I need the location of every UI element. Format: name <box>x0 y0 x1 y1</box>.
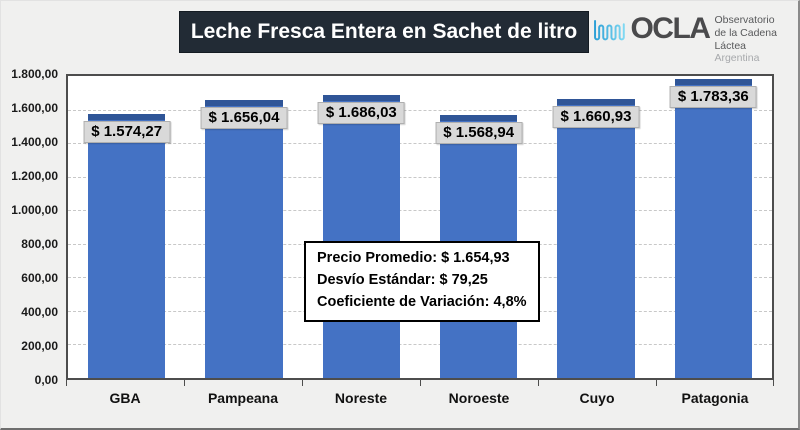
gridline <box>68 210 772 212</box>
chart-title: Leche Fresca Entera en Sachet de litro <box>190 20 578 43</box>
x-category-label: Noreste <box>334 390 388 406</box>
x-tick-mark <box>538 380 539 386</box>
stats-avg-price: Precio Promedio: $ 1.654,93 <box>317 250 510 266</box>
x-tick-mark <box>184 380 185 386</box>
y-tick-label: 600,00 <box>21 271 58 285</box>
gridline <box>68 176 772 178</box>
y-tick-label: 1.200,00 <box>11 169 58 183</box>
x-tick-mark <box>66 380 67 386</box>
x-category-label: Cuyo <box>579 390 615 406</box>
gridline <box>68 344 772 346</box>
bar-value-label: $ 1.686,03 <box>317 102 405 125</box>
x-tick-mark <box>420 380 421 386</box>
x-tick-mark <box>773 380 774 386</box>
x-category-label: GBA <box>109 390 141 406</box>
x-category-label: Patagonia <box>681 390 749 406</box>
bar-value-label: $ 1.783,36 <box>669 85 757 108</box>
logo-subtitle-line1: Observatorio <box>714 14 775 26</box>
y-tick-label: 1.000,00 <box>11 202 58 217</box>
y-tick-label: 0,00 <box>34 373 58 387</box>
stats-variation-coeff: Coeficiente de Variación: 4,8% <box>317 293 527 310</box>
logo-subtitle-line2: de la Cadena Láctea <box>714 26 777 52</box>
bar-noreste <box>322 95 401 378</box>
ocla-logo: OCLA Observatorio de la Cadena Láctea Ar… <box>593 10 798 65</box>
plot-area: $ 1.574,27 $ 1.656,04 $ 1.686,03 $ 1.568,94… <box>66 74 774 380</box>
y-tick-label: 1.800,00 <box>11 67 58 81</box>
bar-pampeana <box>205 100 283 378</box>
bar-value-label: $ 1.568,94 <box>435 121 523 144</box>
bar-patagonia <box>674 78 753 378</box>
gridline <box>68 143 772 145</box>
bar-value-label: $ 1.660,93 <box>552 106 640 129</box>
x-category-label: Noroeste <box>448 390 510 406</box>
x-category-label: Pampeana <box>207 390 279 406</box>
gridline <box>68 109 772 111</box>
plot-area-inner: $ 1.574,27 $ 1.656,04 $ 1.686,03 $ 1.568,94… <box>68 76 772 378</box>
x-axis: GBA Pampeana Noreste Noroeste Cuyo Patagonia <box>66 380 774 414</box>
milk-wave-icon <box>594 19 625 41</box>
y-tick-label: 200,00 <box>21 338 58 353</box>
y-tick-label: 400,00 <box>21 305 58 319</box>
y-tick-label: 800,00 <box>21 237 58 251</box>
bar-value-label: $ 1.656,04 <box>200 107 288 130</box>
stats-std-dev: Desvío Estándar: $ 79,25 <box>317 271 488 288</box>
y-tick-label: 1.400,00 <box>11 134 58 149</box>
x-tick-mark <box>656 380 657 386</box>
logo-brand: OCLA <box>630 12 711 45</box>
y-axis: 1.800,00 1.600,00 1.400,00 1.200,00 1.000,00… <box>1 67 58 387</box>
x-tick-mark <box>302 380 303 386</box>
logo-subtitle: Observatorio de la Cadena Láctea Argenti… <box>714 14 798 65</box>
bar-value-label: $ 1.574,27 <box>83 120 171 143</box>
bar-gba <box>87 113 166 378</box>
y-tick-label: 1.600,00 <box>11 100 58 115</box>
logo-country: Argentina <box>714 52 760 65</box>
stats-box: Precio Promedio: $ 1.654,93 Desvío Están… <box>304 241 540 323</box>
bar-cuyo <box>557 99 635 378</box>
chart-title-box: Leche Fresca Entera en Sachet de litro <box>179 11 589 53</box>
